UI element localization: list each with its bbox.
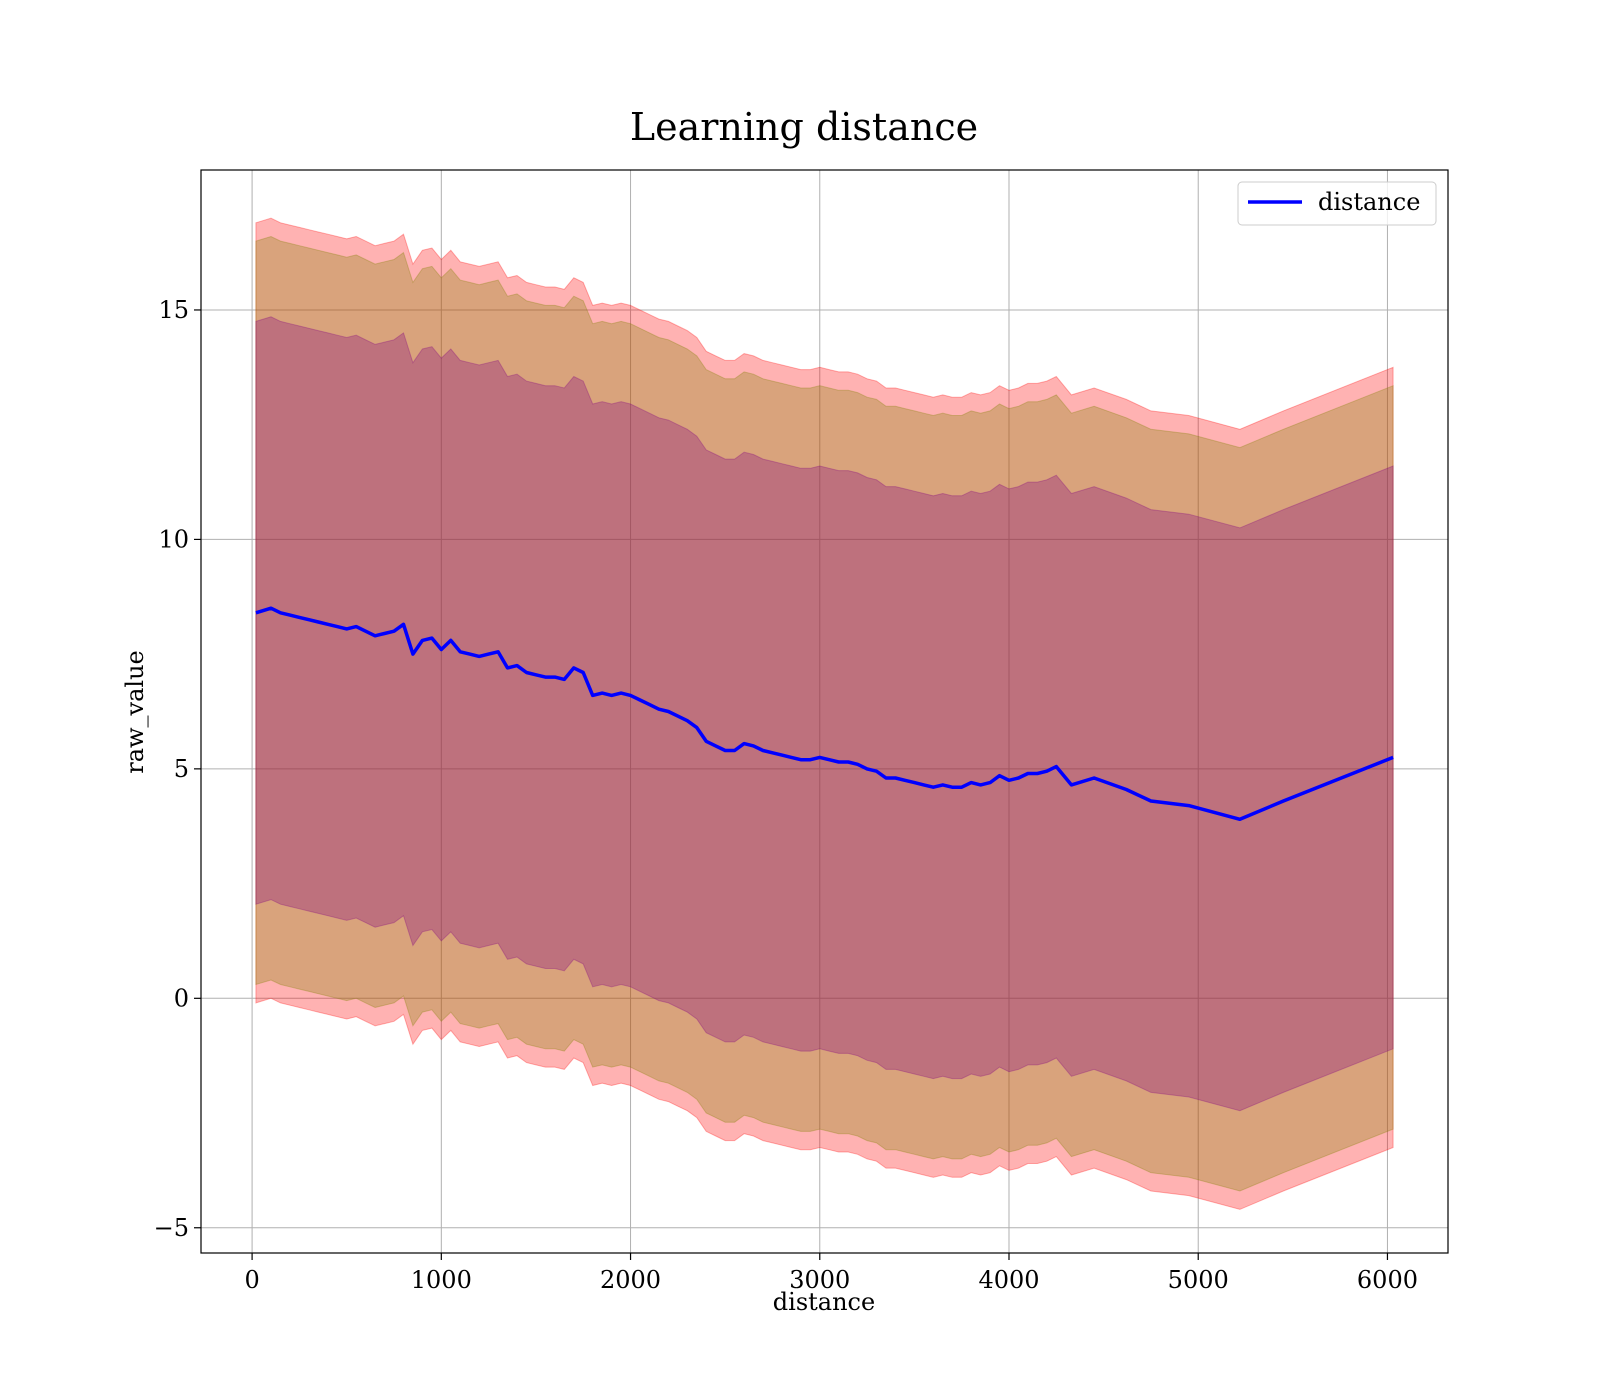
band-area	[255, 217, 1394, 1210]
legend: distance	[1237, 181, 1437, 226]
x-tick-label: 5000	[1168, 1266, 1229, 1294]
y-tick-label: 10	[158, 525, 189, 553]
y-axis-label: raw_value	[121, 650, 149, 774]
x-tick-label: 6000	[1357, 1266, 1418, 1294]
x-tick-label: 0	[244, 1266, 259, 1294]
y-tick-label: 5	[174, 755, 189, 783]
chart-title: Learning distance	[630, 105, 978, 149]
legend-label-distance: distance	[1318, 188, 1420, 216]
plot-frame	[200, 169, 1449, 1254]
y-tick-label: 15	[158, 296, 189, 324]
y-tick-label: −5	[154, 1214, 189, 1242]
x-tick-label: 2000	[600, 1266, 661, 1294]
y-tick-label: 0	[174, 984, 189, 1012]
series-lines	[255, 606, 1394, 822]
y-axis-ticks: −5 0 5 10 15	[154, 296, 201, 1242]
series-line-distance	[255, 606, 1394, 822]
grid	[201, 170, 1448, 1253]
legend-box	[1237, 181, 1437, 226]
confidence-bands	[255, 217, 1394, 1210]
x-axis-ticks: 0 1000 2000 3000 4000 5000 6000	[244, 1253, 1418, 1294]
x-tick-label: 1000	[411, 1266, 472, 1294]
x-tick-label: 4000	[978, 1266, 1039, 1294]
band-area	[255, 235, 1394, 1192]
x-axis-label: distance	[773, 1288, 875, 1316]
x-tick-label: 3000	[789, 1266, 850, 1294]
band-area	[255, 316, 1394, 1112]
